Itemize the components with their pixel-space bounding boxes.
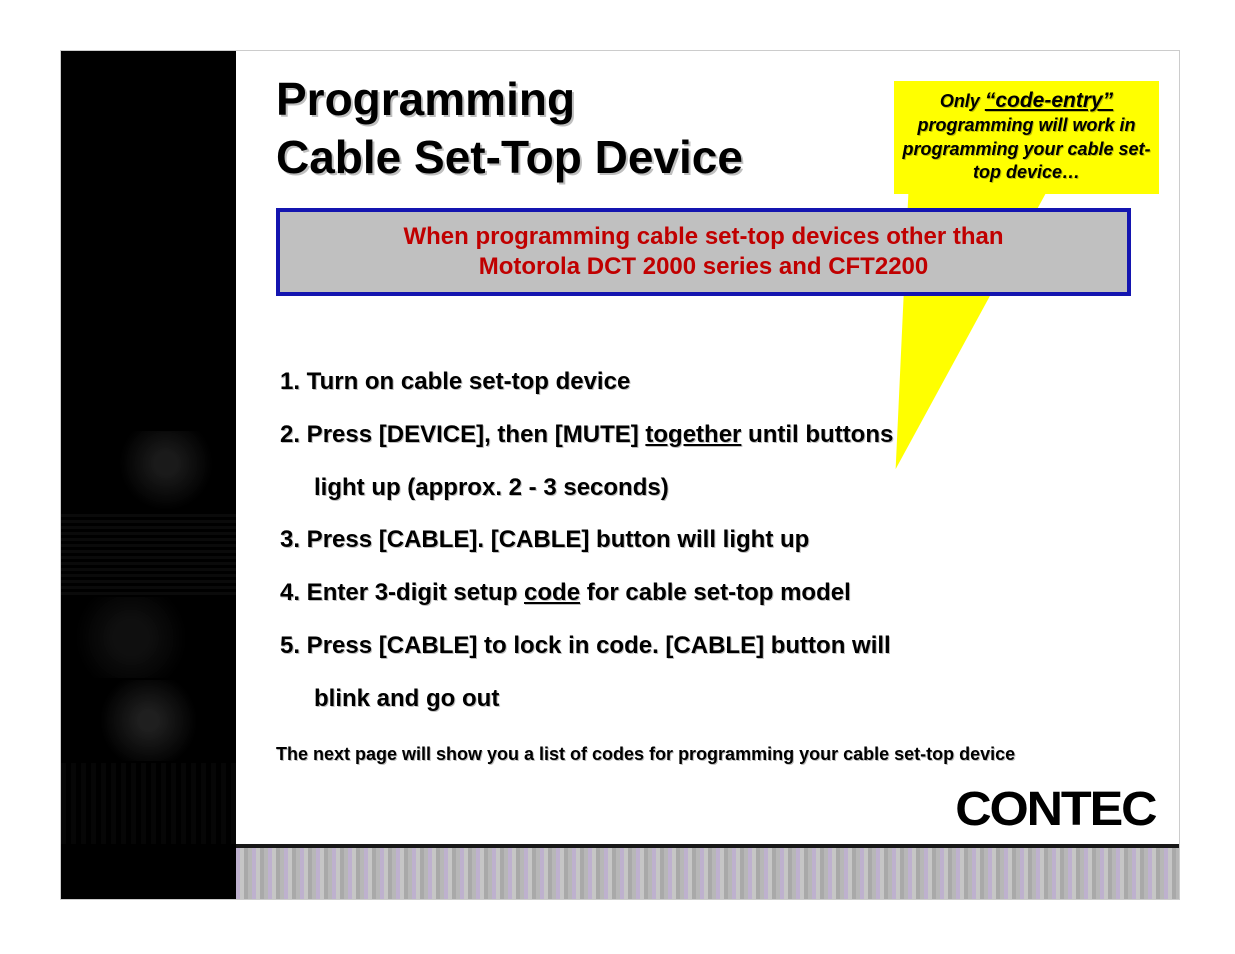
content-area: Programming Cable Set-Top Device Only “c… — [276, 71, 1159, 839]
step-2-line-1: 2. Press [DEVICE], then [MUTE] together … — [280, 409, 1159, 462]
step-4-part-b: for cable set-top model — [580, 579, 851, 606]
step-1: 1. Turn on cable set-top device — [280, 356, 1159, 409]
callout-rest: programming will work in programming you… — [902, 115, 1150, 182]
step-2-underline: together — [645, 421, 741, 448]
photo — [61, 763, 236, 846]
contec-logo: CONTEC — [956, 782, 1156, 837]
photo-collage — [61, 431, 236, 846]
photo — [61, 680, 236, 763]
step-4: 4. Enter 3-digit setup code for cable se… — [280, 567, 1159, 620]
left-sidebar — [61, 51, 236, 899]
step-4-underline: code — [524, 579, 580, 606]
title-line-1: Programming — [276, 73, 575, 125]
title-line-2: Cable Set-Top Device — [276, 131, 743, 183]
step-2-part-b: until buttons — [741, 421, 893, 448]
callout-prefix: Only — [940, 91, 985, 111]
footnote: The next page will show you a list of co… — [276, 744, 1159, 765]
code-entry-callout: Only “code-entry” programming will work … — [894, 81, 1159, 194]
photo — [61, 514, 236, 597]
step-2-part-a: 2. Press [DEVICE], then [MUTE] — [280, 421, 645, 448]
photo — [61, 431, 236, 514]
step-5-line-1: 5. Press [CABLE] to lock in code. [CABLE… — [280, 620, 1159, 673]
slide-title: Programming Cable Set-Top Device — [276, 71, 916, 186]
callout-emphasis: “code-entry” — [985, 89, 1113, 112]
bottom-pattern-strip — [236, 844, 1179, 899]
instruction-steps: 1. Turn on cable set-top device 2. Press… — [276, 356, 1159, 726]
note-line-1: When programming cable set-top devices o… — [403, 223, 1003, 250]
photo — [61, 597, 236, 680]
slide: Programming Cable Set-Top Device Only “c… — [60, 50, 1180, 900]
exception-note-box: When programming cable set-top devices o… — [276, 208, 1131, 296]
note-line-2: Motorola DCT 2000 series and CFT2200 — [479, 253, 928, 280]
step-3: 3. Press [CABLE]. [CABLE] button will li… — [280, 514, 1159, 567]
step-2-line-2: light up (approx. 2 - 3 seconds) — [280, 462, 1159, 515]
step-4-part-a: 4. Enter 3-digit setup — [280, 579, 524, 606]
step-5-line-2: blink and go out — [280, 673, 1159, 726]
